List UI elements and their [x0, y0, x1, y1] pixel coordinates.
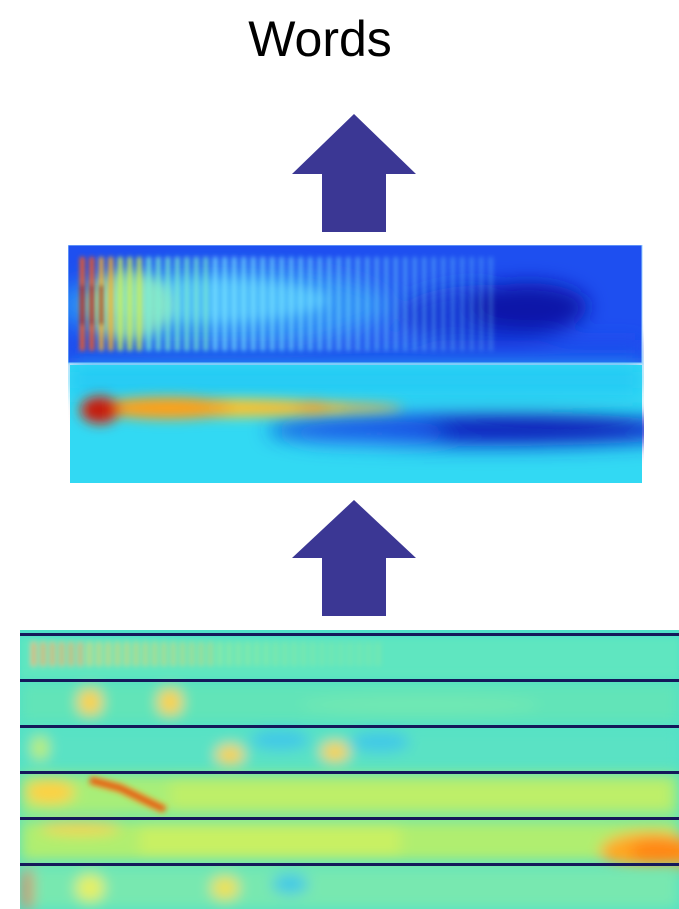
heatmap-strip-6: [20, 866, 679, 909]
bottom-heatmap-stack: [20, 630, 679, 909]
up-arrow-bottom: [292, 500, 416, 616]
middle-heatmap-group: [68, 245, 644, 483]
heatmap-strip-4: [20, 774, 679, 816]
strip-dividers: [20, 633, 679, 866]
heatmap-panel-2: [70, 365, 644, 483]
heatmap-strip-3: [20, 728, 679, 770]
heatmap-panel-1: [68, 245, 643, 364]
heatmap-strip-5: [20, 820, 679, 872]
heatmap-strip-1: [20, 638, 679, 678]
diagram-title: Words: [248, 11, 392, 67]
oscillation-stripes: [80, 257, 493, 351]
up-arrow-top: [292, 114, 416, 232]
heatmap-strip-2: [20, 682, 679, 724]
